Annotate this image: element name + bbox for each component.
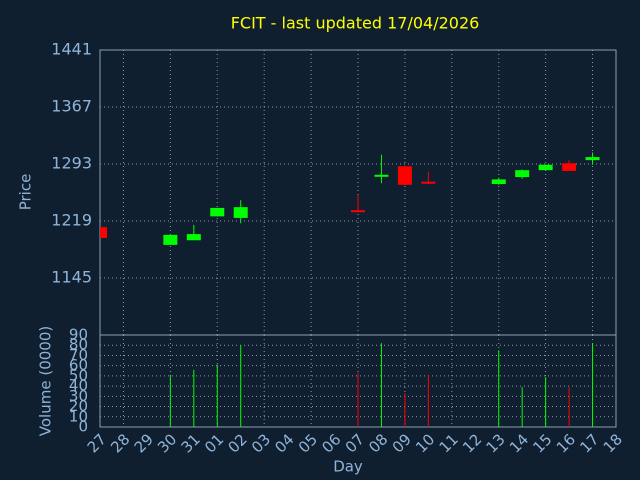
volume-axis-label: Volume (0000): [37, 326, 55, 436]
volume-tick-label: 20: [69, 397, 88, 415]
y-tick-label: 1367: [51, 97, 92, 116]
candle-body: [100, 227, 107, 238]
candle-body: [186, 234, 201, 241]
volume-tick-label: 40: [69, 377, 88, 395]
candle-body: [210, 207, 225, 217]
volume-tick-label: 70: [69, 346, 88, 364]
candle-body: [515, 170, 530, 178]
candle-body: [397, 166, 412, 185]
y-axis-label: Price: [17, 174, 35, 211]
volume-tick-label: 30: [69, 387, 88, 405]
y-tick-label: 1145: [51, 268, 92, 287]
candle-body: [421, 181, 436, 184]
chart-title: FCIT - last updated 17/04/2026: [231, 14, 480, 33]
y-tick-label: 1219: [51, 211, 92, 230]
volume-tick-label: 10: [69, 407, 88, 425]
volume-tick-label: 60: [69, 356, 88, 374]
volume-tick-label: 0: [78, 418, 88, 436]
candle-body: [374, 174, 389, 177]
candle-body: [491, 179, 506, 185]
y-tick-label: 1293: [51, 154, 92, 173]
candle-body: [538, 164, 553, 171]
candle-body: [585, 157, 600, 161]
volume-tick-label: 90: [69, 326, 88, 344]
y-tick-label: 1441: [51, 40, 92, 59]
candle-body: [562, 163, 577, 171]
candle-body: [351, 210, 365, 213]
x-axis-label: Day: [333, 458, 363, 476]
volume-tick-label: 80: [69, 336, 88, 354]
volume-tick-label: 50: [69, 366, 88, 384]
candle-body: [163, 234, 178, 245]
candle-body: [233, 207, 248, 218]
